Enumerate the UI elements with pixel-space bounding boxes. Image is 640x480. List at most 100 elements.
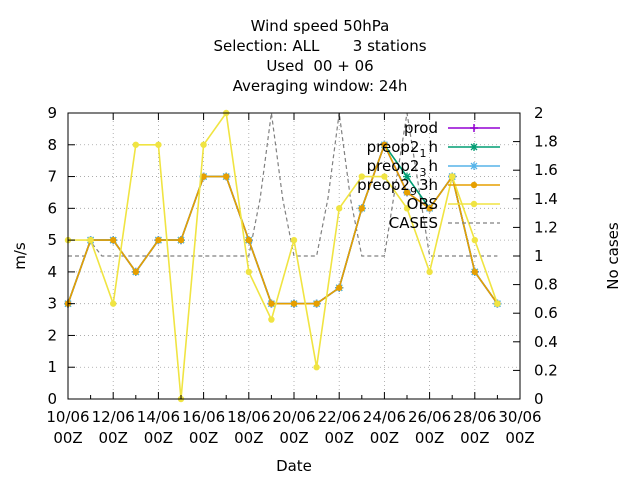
title-line-1: Wind speed 50hPa [250,17,390,35]
y2-tick-label: 1.6 [534,161,558,179]
data-point [336,284,343,291]
data-point [313,300,320,307]
legend-item-cases: CASES [389,214,500,232]
y2-tick-label: 2 [534,104,544,122]
y-tick-label: 1 [47,358,57,376]
y-tick-label: 9 [47,104,57,122]
legend-item-obs: OBS [407,195,500,213]
x-tick-label: 14/06 [137,408,180,426]
data-point [471,268,478,276]
data-point [132,141,139,148]
y-tick-label: 8 [47,136,57,154]
x-tick-label-time: 00Z [370,429,399,447]
y2-tick-label: 0.8 [534,276,558,294]
data-point [381,173,388,180]
y-tick-label: 4 [47,263,57,281]
data-point [87,236,94,244]
x-tick-label: 24/06 [363,408,406,426]
data-point [268,300,275,307]
series-cases [68,112,498,257]
data-point [155,236,162,244]
title-line-3: Used 00 + 06 [266,57,374,75]
data-point [290,236,298,244]
legend-marker [470,162,478,170]
data-point [200,173,207,180]
legend-label: preop23 h [367,157,438,179]
y-tick-label: 6 [47,199,57,217]
data-point [177,236,185,244]
data-point [358,205,365,212]
x-tick-label-time: 00Z [415,429,444,447]
y2-tick-label: 0.6 [534,304,558,322]
x-tick-label: 10/06 [46,408,89,426]
data-point [336,205,343,212]
series-line [68,110,499,400]
legend-label: OBS [407,195,438,213]
x-tick-label: 12/06 [92,408,135,426]
x-tick-label-time: 00Z [144,429,173,447]
legend-item-preop2-3h: preop23 h [367,157,500,179]
x-tick-label-time: 00Z [234,429,263,447]
legend-item-preop2-9-3h: preop29 3h [357,176,500,198]
x-tick-label-time: 00Z [460,429,489,447]
data-point [381,141,388,148]
legend-item-prod: prod [404,119,500,137]
data-point [223,173,230,180]
x-tick-label: 18/06 [227,408,270,426]
legend-item-preop2-1h: preop21 h [367,138,500,160]
legend-label: preop21 h [367,138,438,160]
data-point [110,236,117,244]
x-tick-label-time: 00Z [325,429,354,447]
x-axis-label: Date [276,457,312,475]
data-point [403,205,411,212]
data-point [426,205,433,212]
data-point [426,268,433,276]
data-point [110,300,117,307]
data-point [155,141,162,148]
y-tick-label: 3 [47,295,57,313]
y2-tick-label: 1 [534,247,544,265]
legend-marker [470,181,478,189]
data-point [200,141,207,148]
x-tick-label-time: 00Z [505,429,534,447]
legend-label: prod [404,119,438,137]
data-point [471,236,478,244]
y-tick-label: 0 [47,390,57,408]
data-point [313,364,320,371]
x-tick-label: 26/06 [408,408,451,426]
y-axis-label: m/s [11,242,29,270]
y2-tick-label: 0.2 [534,361,558,379]
y2-tick-label: 0 [534,390,544,408]
legend-label: preop29 3h [357,176,438,198]
y-tick-label: 7 [47,168,57,186]
x-tick-label-time: 00Z [189,429,218,447]
y2-tick-label: 1.2 [534,218,558,236]
data-point [403,189,411,196]
legend-marker [470,124,478,132]
x-tick-label: 30/06 [498,408,541,426]
series-line [67,142,499,305]
data-point [245,268,252,276]
x-tick-label-time: 00Z [99,429,128,447]
data-point [449,173,456,180]
x-tick-label-time: 00Z [53,429,82,447]
y2-tick-label: 1.4 [534,190,558,208]
y2-tick-label: 1.8 [534,133,558,151]
title-line-2: Selection: ALL 3 stations [213,37,427,55]
x-tick-label: 22/06 [318,408,361,426]
data-point [245,236,252,244]
series-line [68,112,498,257]
legend-marker [470,143,478,151]
data-point [494,300,501,307]
x-tick-label-time: 00Z [279,429,308,447]
y2-axis-label: No cases [604,222,622,290]
data-point [132,268,139,276]
x-tick-label: 20/06 [272,408,315,426]
y-tick-label: 5 [47,231,57,249]
data-point [290,300,298,307]
y-tick-label: 2 [47,326,57,344]
x-tick-label: 28/06 [453,408,496,426]
